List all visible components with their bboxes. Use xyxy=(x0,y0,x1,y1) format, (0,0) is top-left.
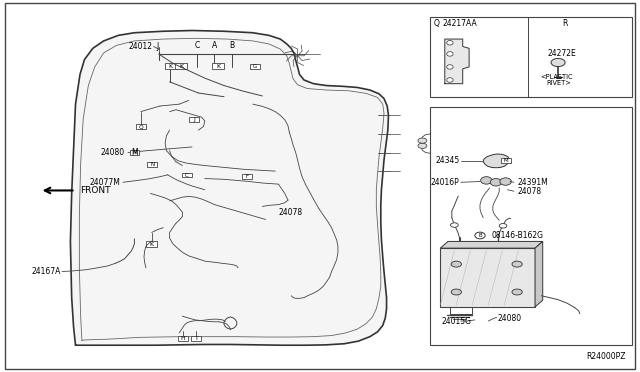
Bar xyxy=(165,63,177,69)
Text: H: H xyxy=(180,336,186,341)
Text: 24217AA: 24217AA xyxy=(443,19,477,28)
Bar xyxy=(178,336,188,341)
Text: K: K xyxy=(216,64,220,68)
Ellipse shape xyxy=(481,177,492,184)
Polygon shape xyxy=(440,241,543,248)
Ellipse shape xyxy=(451,261,461,267)
Bar xyxy=(189,117,199,122)
Text: R24000PZ: R24000PZ xyxy=(586,352,626,361)
Polygon shape xyxy=(483,154,509,168)
Text: I: I xyxy=(195,336,196,341)
Text: 24391M: 24391M xyxy=(517,178,548,187)
Bar xyxy=(136,124,146,129)
Ellipse shape xyxy=(512,289,522,295)
Ellipse shape xyxy=(512,261,522,267)
Text: 24016P: 24016P xyxy=(431,178,460,187)
Text: 24345: 24345 xyxy=(435,156,460,165)
Bar xyxy=(146,241,157,247)
Ellipse shape xyxy=(500,178,511,185)
Text: G: G xyxy=(253,64,257,69)
Text: 08146-B162G: 08146-B162G xyxy=(492,231,543,240)
Text: K: K xyxy=(150,241,154,247)
Text: F: F xyxy=(246,174,248,179)
Ellipse shape xyxy=(447,52,453,56)
Text: 24077M: 24077M xyxy=(90,178,120,187)
Bar xyxy=(175,63,187,69)
Text: K: K xyxy=(169,64,173,68)
Bar xyxy=(430,17,632,97)
Ellipse shape xyxy=(418,138,427,143)
Bar xyxy=(430,107,632,345)
Bar xyxy=(130,150,139,155)
Bar xyxy=(182,173,192,177)
Polygon shape xyxy=(535,241,543,307)
Text: FRONT: FRONT xyxy=(80,186,111,195)
Text: 24080: 24080 xyxy=(100,148,125,157)
Ellipse shape xyxy=(475,232,485,239)
Text: 24272E: 24272E xyxy=(547,49,576,58)
Ellipse shape xyxy=(451,289,461,295)
Text: J: J xyxy=(156,42,159,51)
Text: Q: Q xyxy=(434,19,440,28)
Text: N: N xyxy=(150,162,154,167)
Text: <PLASTIC: <PLASTIC xyxy=(540,74,573,80)
Polygon shape xyxy=(70,31,388,345)
Text: C: C xyxy=(185,173,189,178)
Text: M: M xyxy=(504,158,509,163)
Text: K: K xyxy=(179,64,183,68)
Bar xyxy=(242,174,252,179)
Bar xyxy=(191,336,201,341)
Bar xyxy=(501,158,511,163)
Text: M: M xyxy=(132,150,137,155)
Text: M: M xyxy=(131,148,138,157)
Text: A: A xyxy=(212,41,217,50)
Ellipse shape xyxy=(451,223,458,227)
Text: 24012: 24012 xyxy=(128,42,152,51)
Ellipse shape xyxy=(447,65,453,69)
Text: B: B xyxy=(229,41,234,50)
Ellipse shape xyxy=(447,78,453,82)
Text: 24015G: 24015G xyxy=(442,317,472,326)
Text: C: C xyxy=(195,41,200,50)
Bar xyxy=(250,64,260,69)
Bar xyxy=(212,63,224,69)
Bar xyxy=(147,162,157,167)
Ellipse shape xyxy=(490,179,502,186)
Text: 24080: 24080 xyxy=(498,314,522,323)
Ellipse shape xyxy=(499,224,507,228)
Text: R: R xyxy=(562,19,567,28)
Text: 24167A: 24167A xyxy=(31,267,61,276)
Ellipse shape xyxy=(551,58,565,67)
Text: 24078: 24078 xyxy=(517,187,541,196)
Text: Q: Q xyxy=(138,124,143,129)
Text: B: B xyxy=(478,233,482,238)
Polygon shape xyxy=(445,39,469,84)
Text: RIVET>: RIVET> xyxy=(547,80,572,86)
Ellipse shape xyxy=(418,143,427,148)
Bar xyxy=(440,248,535,307)
Text: J: J xyxy=(193,117,195,122)
Ellipse shape xyxy=(447,41,453,45)
Text: 24078: 24078 xyxy=(278,208,303,217)
